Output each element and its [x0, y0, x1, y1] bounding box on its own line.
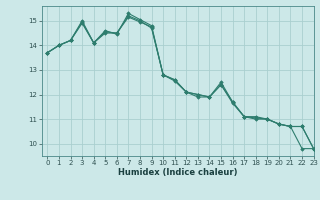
X-axis label: Humidex (Indice chaleur): Humidex (Indice chaleur) — [118, 168, 237, 177]
